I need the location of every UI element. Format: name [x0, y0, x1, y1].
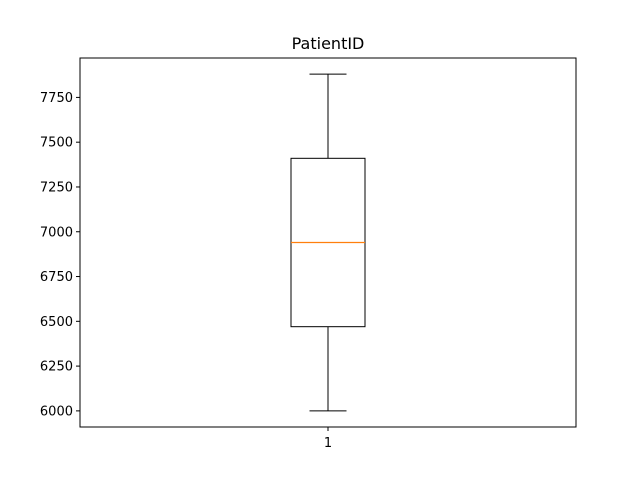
box-1 — [290, 73, 366, 412]
box-series — [290, 73, 366, 412]
x-tick-label: 1 — [324, 436, 332, 451]
y-tick-label: 7000 — [40, 225, 73, 240]
y-tick-label: 6750 — [40, 270, 73, 285]
y-axis: 6000 6250 6500 6750 7000 7250 7500 7750 — [40, 91, 80, 419]
y-tick-label: 6250 — [40, 360, 73, 375]
y-tick-label: 7250 — [40, 180, 73, 195]
y-tick-label: 7750 — [40, 91, 73, 106]
y-tick-label: 6500 — [40, 315, 73, 330]
y-tick-label: 6000 — [40, 404, 73, 419]
chart-title: PatientID — [292, 34, 365, 53]
x-axis: 1 — [324, 427, 332, 451]
y-tick-label: 7500 — [40, 136, 73, 151]
